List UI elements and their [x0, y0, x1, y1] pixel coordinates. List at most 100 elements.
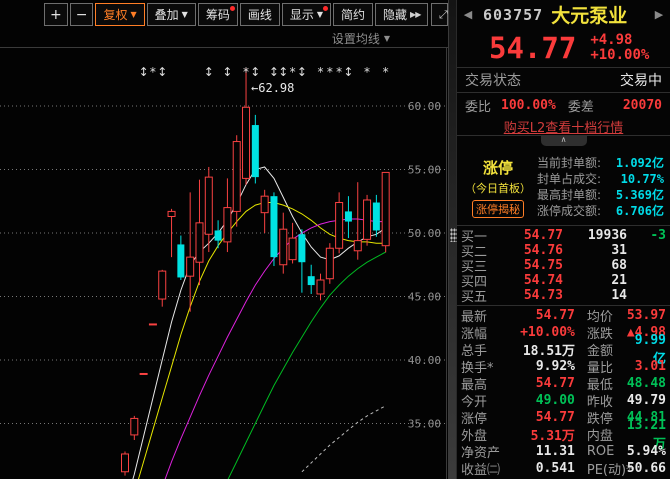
candle-up — [242, 106, 251, 179]
ma-line-ma-gray-dashed — [301, 405, 386, 473]
limit-up-stat-label: 封单占成交: — [537, 172, 602, 186]
quote-pane: ◀ 603757 大元泵业 ▶ 54.77 +4.98 +10.00% 交易状态… — [457, 0, 670, 479]
stat-label: 内盘 — [586, 429, 613, 444]
ma-settings-dropdown[interactable]: 设置均线 ▼ — [0, 29, 448, 48]
hide-button-label: 隐藏 — [383, 8, 408, 22]
candle-down — [344, 211, 352, 222]
divider — [457, 67, 670, 68]
y-axis-tick: 45.00 — [408, 291, 441, 304]
weibi-value: 100.00% — [501, 97, 556, 113]
stat-value: 9.92% — [535, 359, 575, 374]
event-marker-icon: ↕ — [222, 65, 232, 79]
event-marker-icon: * — [318, 65, 324, 79]
stat-row: 净资产 11.31 ROE 5.94% — [457, 443, 670, 461]
collapse-panel-tab[interactable]: ∧ — [540, 135, 587, 146]
event-marker-icon: * — [150, 65, 156, 79]
stat-value: 54.77 — [535, 308, 575, 323]
stat-value: 5.94% — [626, 444, 666, 459]
candle-up — [223, 207, 232, 243]
candle-up — [363, 199, 372, 240]
stat-label: 金额 — [587, 344, 614, 359]
stat-value: 49.00 — [535, 393, 575, 408]
divider: ∧ — [457, 135, 670, 147]
bid-label: 买三 — [461, 260, 488, 275]
buy-l2-link[interactable]: 购买L2查看十档行情 — [503, 121, 624, 136]
stat-value: 0.541 — [535, 461, 575, 476]
event-marker-icon: ↕ — [204, 65, 214, 79]
y-axis-tick: 50.00 — [408, 227, 441, 240]
event-marker-icon: ↕ — [297, 65, 307, 79]
quote-stats-grid: 最新 54.77 均价 53.97 涨幅 +10.00% 涨跌 ▲4.98 总手 18.51万 金额… — [457, 306, 670, 479]
stat-label: 涨幅 — [461, 327, 488, 342]
bid-level-row[interactable]: 买四 54.74 21 — [457, 273, 670, 290]
stat-label: PE(动)* — [586, 463, 633, 478]
hide-button[interactable]: 隐藏 ▶▶ — [375, 3, 429, 26]
limit-up-stat-row: 封单占成交: 10.77% — [537, 171, 666, 187]
limit-up-stat-label: 涨停成交额: — [537, 204, 602, 218]
stat-row: 总手 18.51万 金额 9.99亿 — [457, 333, 670, 367]
stat-label: 量比 — [587, 361, 614, 376]
event-marker-icon: ↕ — [269, 65, 279, 79]
overlay-button[interactable]: 叠加 ▼ — [146, 3, 196, 26]
y-axis-tick: 40.00 — [408, 354, 441, 367]
stat-row: 涨停 54.77 跌停 44.81 — [457, 409, 670, 427]
bid-level-row[interactable]: 买三 54.75 68 — [457, 258, 670, 275]
next-stock-arrow-icon[interactable]: ▶ — [654, 8, 664, 21]
stat-value: 13.21万 — [626, 417, 666, 452]
limit-up-stat-value: 6.706亿 — [615, 204, 664, 218]
limit-up-secret-button[interactable]: 涨停揭秘 — [472, 199, 524, 218]
candle-up — [121, 453, 129, 473]
zoom-out-button[interactable]: − — [69, 3, 94, 26]
candle-up — [232, 141, 241, 212]
event-marker-icon: * — [383, 65, 389, 79]
candle-up — [204, 176, 213, 235]
candle-up — [381, 171, 390, 247]
stat-row: 外盘 5.31万 内盘 13.21万 — [457, 418, 670, 452]
fullscreen-button[interactable]: ⤢ — [431, 3, 448, 26]
bid-volume: 19936 — [587, 228, 627, 243]
bid-label: 买五 — [461, 290, 488, 305]
bid-label: 买四 — [461, 275, 488, 290]
stat-label: 总手 — [461, 344, 488, 359]
stat-value: 11.31 — [535, 444, 575, 459]
event-marker-icon: ↕ — [278, 65, 288, 79]
display-button[interactable]: 显示 ▼ — [281, 3, 332, 26]
candle-up — [186, 256, 195, 277]
stat-label: 最新 — [461, 310, 488, 325]
adjust-fuquan-button[interactable]: 复权 ▼ — [95, 3, 145, 26]
chart-toolbar: + − 复权 ▼ 叠加 ▼ 筹码 画线 显示 ▼ 简约 隐藏 ▶▶ ⤢ — [0, 0, 448, 29]
y-axis-tick: 35.00 — [408, 418, 441, 431]
limit-up-subtitle: （今日首板） — [465, 181, 531, 195]
candle-down — [251, 125, 259, 178]
candle-up — [353, 240, 362, 252]
limit-up-info-block: 涨停 （今日首板） 涨停揭秘 当前封单额: 1.092亿 封单占成交: 10.77% 最… — [457, 147, 670, 225]
bid-volume: 14 — [611, 288, 627, 303]
event-marker-icon: * — [290, 65, 296, 79]
bid-level-row[interactable]: 买五 54.73 14 — [457, 288, 670, 305]
chip-distribution-button[interactable]: 筹码 — [197, 3, 238, 26]
candle-up — [195, 222, 204, 263]
stat-value: +10.00% — [520, 325, 575, 340]
draw-line-button[interactable]: 画线 — [239, 3, 280, 26]
stat-row: 收益㈡ 0.541 PE(动)* 50.66 — [457, 460, 670, 478]
event-marker-icon: ↕ — [139, 65, 149, 79]
stat-label: 跌停 — [586, 412, 613, 427]
pane-splitter[interactable] — [448, 0, 457, 479]
price-change: +4.98 — [590, 32, 633, 48]
zoom-in-button[interactable]: + — [44, 3, 68, 26]
bid-level-row[interactable]: 买二 54.76 31 — [457, 243, 670, 260]
stat-value: 44.81 — [626, 410, 666, 425]
simple-mode-button[interactable]: 简约 — [333, 3, 374, 26]
bid-levels: 买一 54.77 19936 -3 买二 54.76 31 买三 54.75 68 买四 54.74 2… — [457, 226, 670, 305]
divider — [457, 225, 670, 226]
stat-label: 涨跌 — [586, 327, 613, 342]
stat-value: 49.79 — [626, 393, 666, 408]
divider — [457, 92, 670, 93]
bid-level-row[interactable]: 买一 54.77 19936 -3 — [457, 228, 670, 245]
stat-label: ROE — [586, 444, 615, 459]
ma-line-ma-yellow — [137, 202, 386, 479]
bid-price: 54.76 — [523, 243, 563, 258]
bid-label: 买二 — [461, 245, 488, 260]
prev-stock-arrow-icon[interactable]: ◀ — [463, 8, 473, 21]
